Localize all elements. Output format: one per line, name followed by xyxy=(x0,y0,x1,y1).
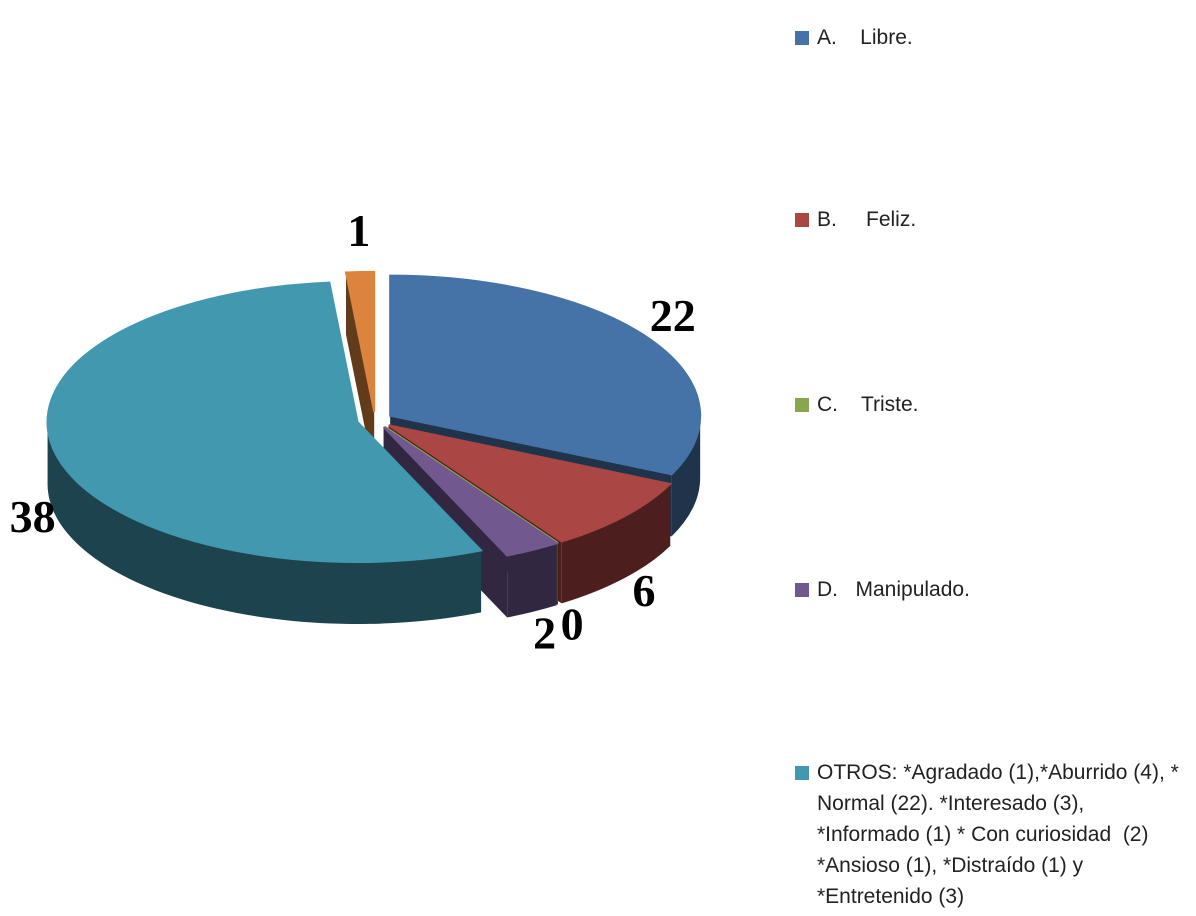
legend-entry: B. Feliz. xyxy=(795,204,1190,235)
legend-label: D. Manipulado. xyxy=(817,578,970,601)
slice-side xyxy=(47,422,482,625)
slice-wall xyxy=(345,272,375,474)
legend-swatch xyxy=(795,398,809,412)
legend-swatch xyxy=(795,31,809,45)
legend-label: A. Libre. xyxy=(817,26,913,49)
legend-entry: OTROS: *Agradado (1),*Aburrido (4), * No… xyxy=(795,757,1190,912)
slice xyxy=(384,425,559,544)
data-label: 38 xyxy=(10,491,56,542)
slice xyxy=(344,270,376,413)
slice xyxy=(382,426,559,557)
data-label: 6 xyxy=(632,565,655,616)
slice xyxy=(389,274,702,476)
legend-entry: C. Triste. xyxy=(795,389,1190,420)
slice-side xyxy=(561,483,671,604)
legend-entry: D. Manipulado. xyxy=(795,574,1190,605)
legend-label: C. Triste. xyxy=(817,393,919,416)
slice-tops xyxy=(46,270,702,563)
legend-swatch xyxy=(795,766,809,780)
slice-side xyxy=(507,543,557,618)
legend-entry: A. Libre. xyxy=(795,22,1190,53)
slice xyxy=(388,424,673,543)
data-label: 1 xyxy=(347,205,370,256)
slice xyxy=(46,281,484,563)
legend-swatch xyxy=(795,213,809,227)
legend-label: OTROS: *Agradado (1),*Aburrido (4), * No… xyxy=(817,761,1185,908)
data-label: 2 xyxy=(533,607,556,658)
legend-swatch xyxy=(795,583,809,597)
legend-label: B. Feliz. xyxy=(817,208,917,231)
data-label: 22 xyxy=(650,290,696,341)
data-label: 0 xyxy=(561,599,584,650)
